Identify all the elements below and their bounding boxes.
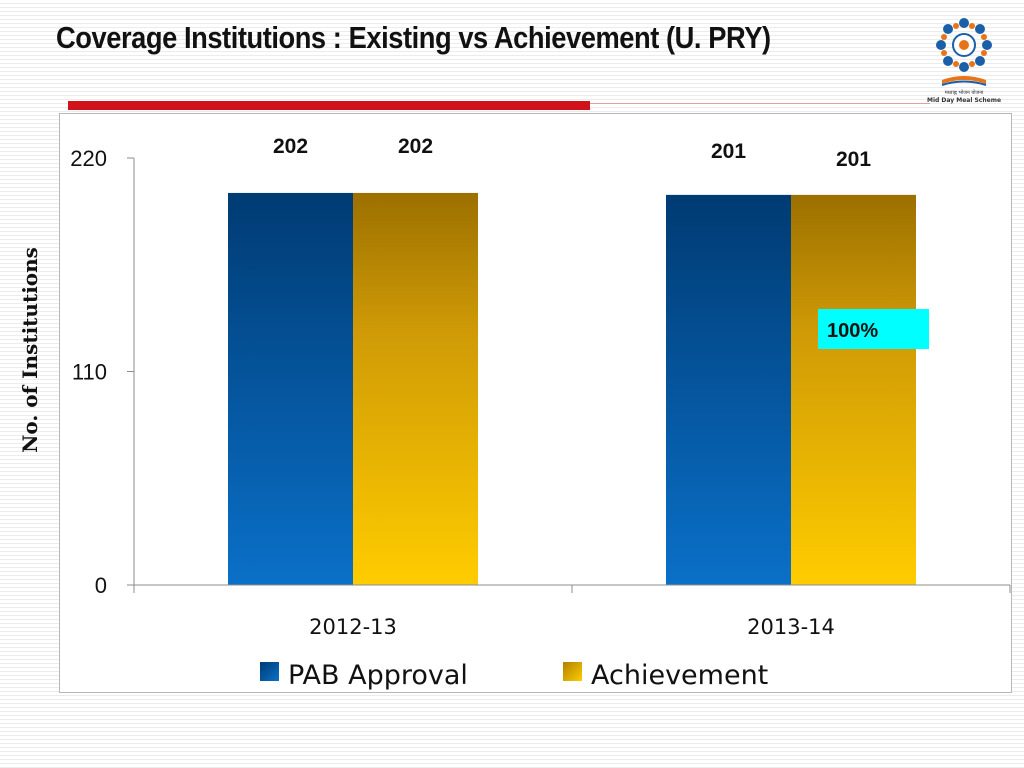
legend-label: PAB Approval (288, 660, 468, 691)
logo-caption-english: Mid Day Meal Scheme (926, 97, 1002, 104)
annotation-label: 100% (827, 320, 878, 342)
x-tick-label: 2013-14 (747, 615, 835, 639)
bar-pab-approval (666, 194, 791, 586)
mid-day-meal-logo-icon (928, 14, 1000, 106)
bar-achievement (353, 192, 478, 585)
annotation-box (818, 309, 929, 349)
x-tick-label: 2012-13 (309, 615, 397, 639)
title-underline-red (68, 101, 590, 110)
bar-pab-approval (228, 192, 353, 585)
data-label: 202 (398, 135, 433, 158)
y-tick-label: 220 (70, 146, 107, 171)
data-label: 201 (836, 148, 871, 171)
y-tick-label: 0 (95, 573, 107, 598)
y-axis-title: No. of Institutions (18, 247, 42, 453)
y-tick-label: 110 (72, 360, 107, 385)
data-label: 202 (273, 135, 308, 158)
legend-swatch (563, 662, 582, 681)
title-underline-thin (590, 103, 930, 104)
legend-label: Achievement (591, 660, 768, 691)
logo-caption-hindi: मध्याह्न भोजन योजना (944, 90, 984, 96)
data-label: 201 (711, 140, 746, 163)
slide-title: Coverage Institutions : Existing vs Achi… (56, 20, 771, 55)
bar-achievement (791, 194, 916, 586)
legend-swatch (260, 662, 279, 681)
